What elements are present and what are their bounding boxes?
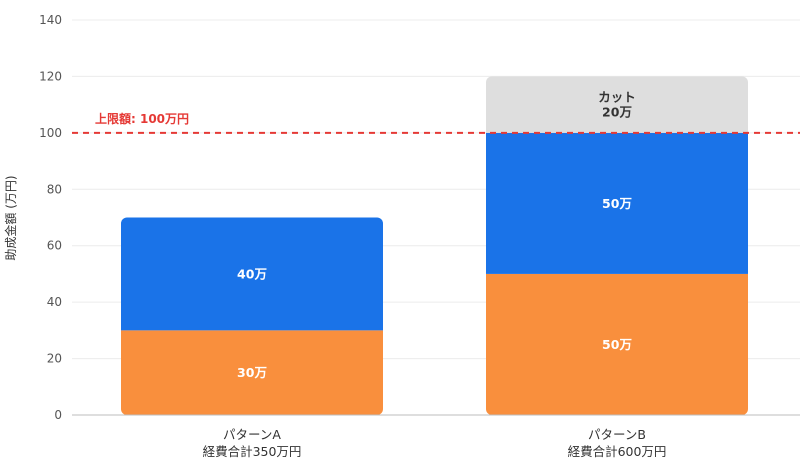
x-category-label: パターンB bbox=[588, 427, 646, 442]
bars: 30万 40万 50万 50万 カット 20万 bbox=[121, 76, 748, 415]
data-label: 50万 bbox=[602, 337, 632, 352]
y-tick-label: 120 bbox=[39, 69, 62, 83]
bar-segment bbox=[486, 132, 748, 274]
x-category-sublabel: 経費合計350万円 bbox=[203, 444, 302, 459]
y-tick-label: 0 bbox=[54, 408, 62, 422]
data-label: 50万 bbox=[602, 196, 632, 211]
x-category-label: パターンA bbox=[223, 427, 281, 442]
x-category-sublabel: 経費合計600万円 bbox=[568, 444, 667, 459]
bar-stack: 30万 40万 bbox=[121, 217, 383, 415]
bar-segment bbox=[486, 76, 748, 133]
y-tick-label: 80 bbox=[47, 182, 62, 196]
axes: 0 20 40 60 80 100 120 140 パターンA 経費合計350万円 パターンB 経費合… bbox=[39, 13, 800, 459]
y-axis-label: 助成金額 (万円) bbox=[3, 175, 18, 260]
y-tick-label: 100 bbox=[39, 126, 62, 140]
data-label: 30万 bbox=[237, 365, 267, 380]
y-tick-label: 20 bbox=[47, 352, 62, 366]
reference-line-label: 上限額: 100万円 bbox=[95, 111, 189, 126]
y-tick-label: 60 bbox=[47, 239, 62, 253]
data-label: 40万 bbox=[237, 266, 267, 281]
bar-stack: 50万 50万 カット 20万 bbox=[486, 76, 748, 415]
bar-segment bbox=[486, 273, 748, 415]
bar-segment bbox=[121, 330, 383, 415]
y-tick-label: 40 bbox=[47, 295, 62, 309]
bar-segment bbox=[121, 217, 383, 331]
y-tick-label: 140 bbox=[39, 13, 62, 27]
data-label: カット 20万 bbox=[598, 90, 636, 120]
reference-line-group: 上限額: 100万円 bbox=[72, 111, 800, 134]
